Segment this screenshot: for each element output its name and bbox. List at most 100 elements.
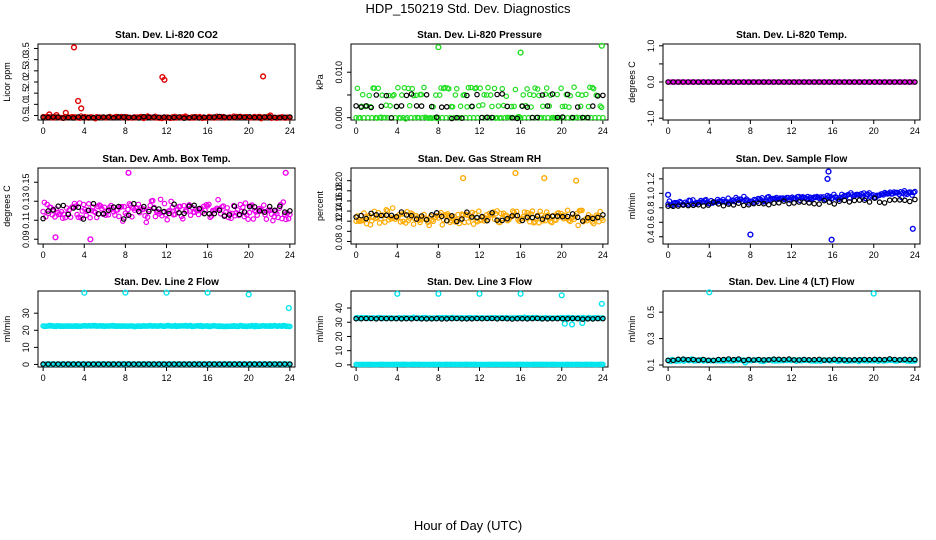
data-point <box>216 113 223 120</box>
data-point <box>781 356 787 363</box>
data-point <box>397 219 404 225</box>
data-point <box>410 221 417 228</box>
panel-3: Stan. Dev. Li-820 Temp. degrees C 0 4 8 12 16 2… <box>627 30 921 136</box>
data-point <box>251 114 258 121</box>
outlier-point <box>598 42 605 49</box>
data-point <box>503 93 510 100</box>
data-point <box>271 114 278 121</box>
data-point <box>261 361 268 367</box>
y-tick-label: 0 <box>21 362 31 367</box>
data-point <box>358 104 365 110</box>
data-point <box>245 216 251 223</box>
data-point <box>896 197 903 203</box>
data-point <box>735 200 742 207</box>
data-point <box>418 103 425 109</box>
x-tick-label: 12 <box>786 126 796 136</box>
data-point <box>771 200 777 207</box>
data-point <box>207 214 214 221</box>
data-point <box>479 213 485 220</box>
x-tick-label: 16 <box>516 373 526 383</box>
data-point <box>433 315 440 322</box>
data-point <box>226 212 233 218</box>
data-point <box>398 103 405 109</box>
data-point <box>166 361 172 367</box>
outlier-point <box>824 175 831 183</box>
data-point <box>594 315 601 322</box>
data-point <box>871 356 878 363</box>
data-point <box>191 202 198 209</box>
outlier-point <box>74 97 82 105</box>
series-black-2 <box>353 315 606 322</box>
data-point <box>408 315 415 322</box>
data-point <box>791 79 797 85</box>
data-point <box>449 104 456 110</box>
data-point <box>413 315 420 322</box>
data-point <box>912 356 918 363</box>
outlier-point <box>517 49 524 56</box>
data-point <box>408 91 415 97</box>
data-point <box>423 315 430 322</box>
panel-title: Stan. Dev. Sample Flow <box>736 154 848 165</box>
data-point <box>136 115 142 121</box>
data-point <box>841 197 848 204</box>
data-point <box>202 207 208 214</box>
data-point <box>426 222 433 229</box>
data-point <box>448 315 455 322</box>
x-tick-label: 8 <box>436 126 441 136</box>
data-point <box>206 201 212 208</box>
data-point <box>520 92 527 98</box>
data-point <box>590 85 597 92</box>
data-point <box>521 209 528 215</box>
data-point <box>271 361 278 367</box>
data-point <box>55 361 62 367</box>
x-tick-label: 0 <box>666 250 671 260</box>
data-point <box>559 103 566 110</box>
data-point <box>201 361 208 367</box>
data-point <box>584 214 591 221</box>
data-point <box>398 92 405 98</box>
data-point <box>750 79 757 85</box>
data-point <box>110 361 117 367</box>
data-point <box>121 203 127 210</box>
data-point <box>876 356 883 363</box>
data-point <box>700 203 707 209</box>
data-point <box>690 356 697 363</box>
data-point <box>500 102 507 109</box>
data-point <box>745 202 752 208</box>
data-point <box>776 200 782 206</box>
data-point <box>383 212 390 219</box>
data-point <box>358 212 365 219</box>
data-point <box>215 196 221 203</box>
data-point <box>509 115 516 121</box>
data-point <box>65 361 72 367</box>
data-point <box>665 203 671 210</box>
x-tick-label: 12 <box>786 250 796 260</box>
data-point <box>443 217 450 224</box>
series-black-1 <box>40 113 293 122</box>
data-point <box>224 205 231 211</box>
data-point <box>512 86 519 93</box>
data-point <box>579 207 585 214</box>
data-point <box>221 213 228 219</box>
data-point <box>742 197 749 204</box>
panel-title: Stan. Dev. Line 2 Flow <box>114 277 219 288</box>
data-point <box>489 210 495 216</box>
data-point <box>675 203 682 209</box>
data-point <box>241 361 248 367</box>
data-point <box>851 79 858 85</box>
data-point <box>373 315 380 322</box>
data-point <box>725 201 732 208</box>
y-tick-label: 1.0 <box>21 98 31 111</box>
data-point <box>453 114 460 121</box>
y-tick-label: 3.0 <box>21 53 31 66</box>
y-axis-label: ml/min <box>315 316 325 343</box>
data-point <box>353 214 359 220</box>
data-point <box>266 203 273 210</box>
data-point <box>866 356 873 363</box>
y-tick-label: 30 <box>334 317 344 327</box>
data-point <box>246 203 253 210</box>
data-point <box>60 361 67 367</box>
y-tick-label: 0.09 <box>21 230 31 248</box>
data-point <box>750 357 757 363</box>
data-point <box>836 79 843 85</box>
